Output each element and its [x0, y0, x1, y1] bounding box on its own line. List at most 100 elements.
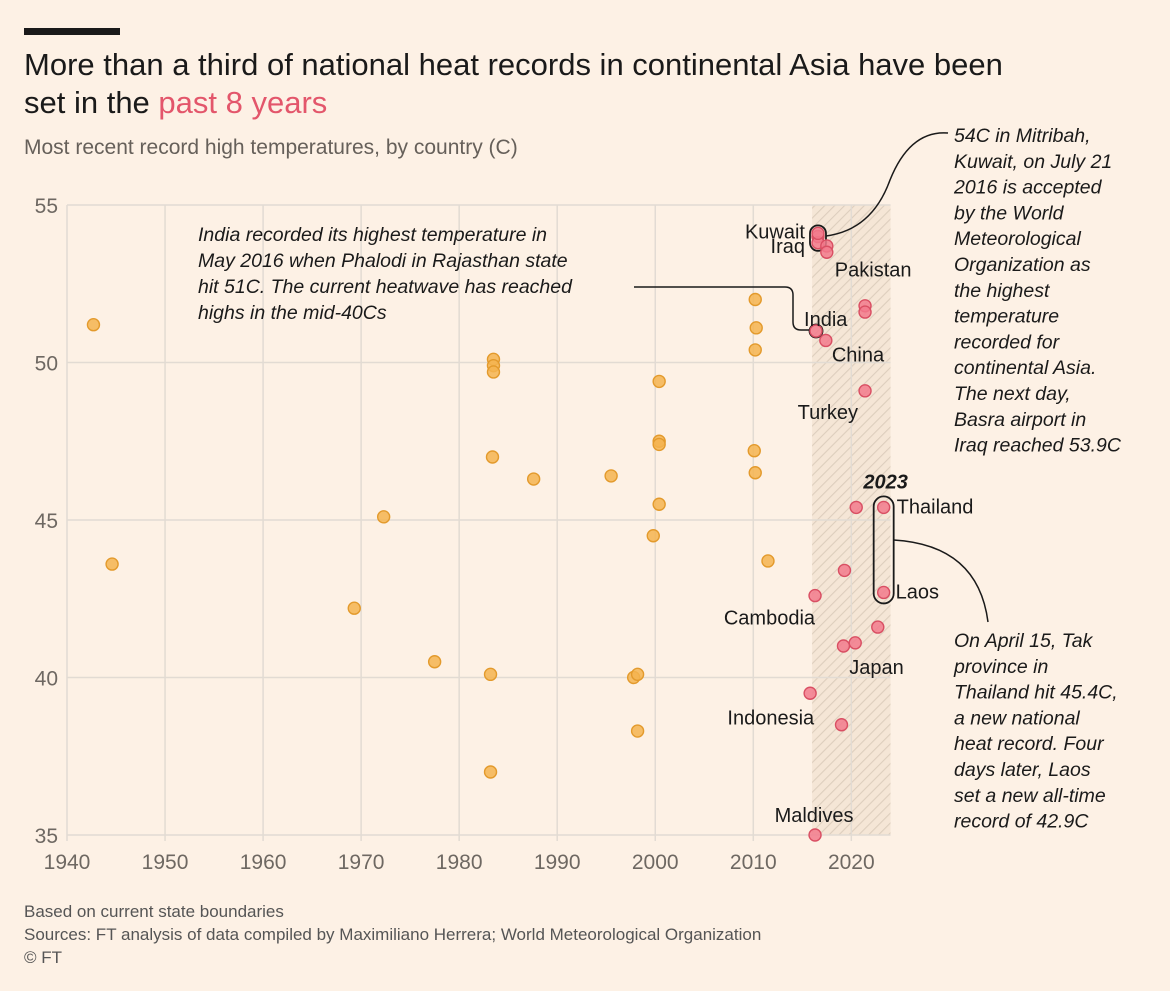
data-point-recent — [876, 585, 891, 600]
data-point-recent — [848, 636, 862, 650]
kuwait-leader-line — [825, 132, 949, 237]
x-tick-label: 2020 — [828, 851, 875, 874]
data-point-recent — [820, 245, 834, 259]
data-point-recent — [858, 305, 872, 319]
data-point-recent — [836, 639, 851, 653]
india-annotation-line: May 2016 when Phalodi in Rajasthan state — [198, 250, 568, 272]
kuwait-annotation-line: by the World — [954, 202, 1065, 224]
data-point-older — [105, 557, 119, 571]
thailand-annotation-line: heat record. Four — [954, 733, 1105, 755]
footer-note: Based on current state boundaries — [24, 902, 284, 921]
country-label: Indonesia — [727, 707, 815, 729]
data-point-older — [630, 667, 645, 682]
data-point-recent — [849, 500, 863, 515]
data-point-older — [748, 343, 762, 357]
x-tick-label: 1980 — [436, 851, 483, 874]
data-point-recent — [834, 718, 849, 732]
data-point-recent — [808, 828, 822, 842]
chart-footer: Based on current state boundaries Source… — [24, 900, 761, 969]
india-annotation-line: highs in the mid-40Cs — [198, 302, 387, 324]
kuwait-annotation-line: Organization as — [954, 254, 1091, 276]
country-label: Thailand — [897, 496, 974, 518]
data-point-older — [630, 724, 645, 738]
data-point-older — [347, 601, 361, 615]
data-point-older — [646, 529, 660, 543]
data-point-older — [652, 437, 666, 452]
data-point-older — [652, 374, 666, 389]
india-annotation-line: India recorded its highest temperature i… — [198, 224, 547, 246]
data-point-recent — [858, 384, 872, 398]
data-point-older — [86, 318, 101, 332]
title-highlight: past 8 years — [158, 85, 328, 120]
year-2023-label: 2023 — [862, 471, 908, 493]
data-point-older — [483, 765, 498, 779]
data-point-older — [376, 510, 391, 524]
data-point-recent — [811, 226, 825, 241]
kuwait-annotation-line: Meteorological — [954, 228, 1081, 250]
thailand-annotation-line: days later, Laos — [954, 759, 1091, 781]
country-label: China — [832, 344, 885, 366]
india-annotation-line: hit 51C. The current heatwave has reache… — [198, 276, 573, 298]
data-point-older — [748, 466, 762, 480]
country-label: Laos — [896, 581, 939, 603]
kuwait-iraq-highlight-ring — [809, 224, 827, 252]
data-point-recent — [837, 563, 852, 578]
x-tick-label: 1940 — [44, 851, 91, 874]
kuwait-annotation-line: The next day, — [954, 383, 1071, 405]
chart-subtitle: Most recent record high temperatures, by… — [24, 136, 518, 159]
data-point-older — [427, 655, 442, 669]
thailand-annotation-line: set a new all-time — [954, 785, 1106, 807]
country-label: Cambodia — [724, 608, 816, 630]
data-point-recent — [819, 333, 833, 348]
x-tick-label: 2000 — [632, 851, 679, 874]
data-point-recent — [876, 500, 891, 515]
ft-top-bar — [24, 28, 120, 35]
title-text: More than a third of national heat recor… — [24, 47, 1003, 120]
thailand-annotation-line: province in — [953, 656, 1048, 678]
x-tick-label: 1950 — [142, 851, 189, 874]
data-point-older — [652, 497, 666, 511]
data-point-recent — [808, 588, 822, 603]
country-label: Maldives — [775, 805, 854, 827]
thailand-annotation-line: record of 42.9C — [954, 811, 1089, 833]
data-point-older — [604, 469, 618, 483]
country-label: Turkey — [798, 402, 858, 424]
kuwait-annotation-line: Kuwait, on July 21 — [954, 151, 1112, 173]
chart-title: More than a third of national heat recor… — [24, 46, 1024, 122]
thailand-annotation-line: Thailand hit 45.4C, — [954, 682, 1118, 704]
y-tick-label: 55 — [35, 195, 58, 218]
scatter-chart: 35 40 45 50 55 1940 1950 1960 1970 1980 1990 2000 20… — [35, 125, 1122, 874]
kuwait-annotation-line: temperature — [954, 306, 1059, 328]
country-label: Japan — [849, 657, 904, 679]
footer-copyright: © FT — [24, 948, 63, 967]
data-point-recent — [803, 686, 817, 700]
x-tick-label: 1970 — [338, 851, 385, 874]
kuwait-annotation-line: the highest — [954, 280, 1051, 302]
x-tick-label: 1990 — [534, 851, 581, 874]
thailand-leader-line — [893, 539, 989, 623]
country-label: Iraq — [771, 236, 805, 258]
data-point-older — [749, 321, 763, 335]
data-point-older — [747, 444, 761, 458]
thailand-laos-highlight-ring — [872, 495, 895, 605]
country-label: Pakistan — [835, 259, 912, 281]
kuwait-annotation-line: recorded for — [954, 331, 1061, 353]
y-tick-label: 40 — [35, 668, 58, 691]
data-point-older — [748, 292, 762, 307]
kuwait-annotation-line: continental Asia. — [954, 357, 1096, 379]
thailand-annotation-line: On April 15, Tak — [954, 630, 1094, 652]
kuwait-annotation-line: Basra airport in — [954, 409, 1086, 431]
y-tick-label: 50 — [35, 353, 58, 376]
data-point-older — [483, 667, 498, 682]
footer-sources: Sources: FT analysis of data compiled by… — [24, 925, 762, 944]
x-tick-label: 1960 — [240, 851, 287, 874]
data-point-older — [526, 472, 541, 486]
y-tick-label: 45 — [35, 510, 58, 533]
y-tick-label: 35 — [35, 825, 58, 848]
data-point-recent — [809, 324, 823, 338]
india-leader-line — [634, 286, 810, 331]
x-tick-label: 2010 — [730, 851, 777, 874]
data-point-older — [486, 365, 501, 379]
kuwait-annotation-line: Iraq reached 53.9C — [954, 435, 1122, 457]
data-point-older — [761, 554, 775, 568]
